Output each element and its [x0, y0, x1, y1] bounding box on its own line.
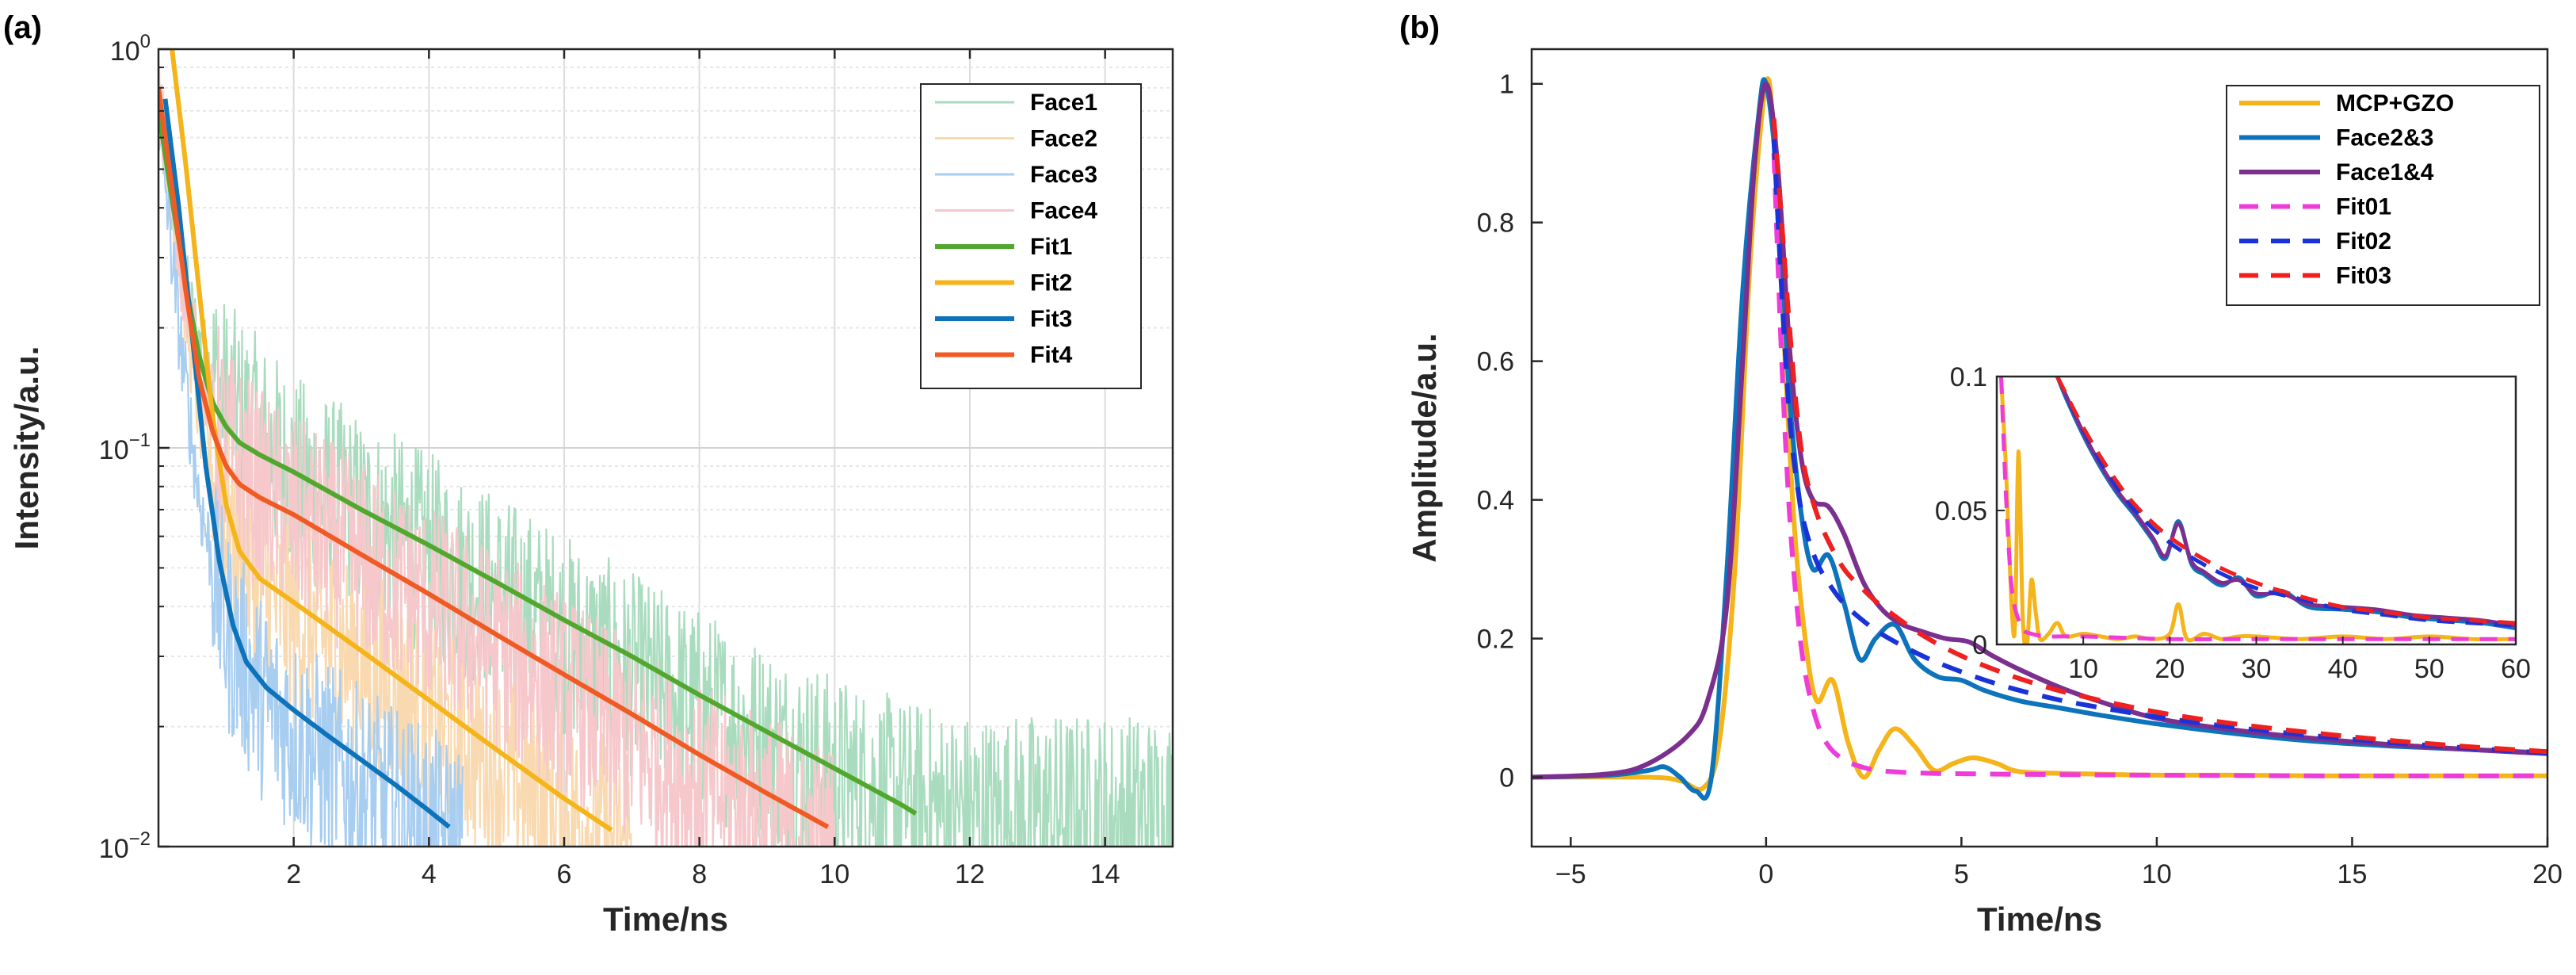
legend-fit01-label: Fit01	[2336, 194, 2391, 220]
y-tick-label: 10−1	[99, 430, 151, 465]
x-tick-label: 15	[2337, 859, 2368, 889]
legend-face4-label: Face4	[1030, 198, 1097, 224]
legend-face2-and-3-label: Face2&3	[2336, 125, 2433, 151]
inset-series-fit01-line	[1999, 377, 2516, 641]
legend-face1-label: Face1	[1030, 90, 1097, 116]
series-fit2-line	[170, 49, 613, 832]
panel-a-label: (a)	[3, 10, 42, 45]
panel-b-series	[1532, 76, 2547, 801]
legend-face2-label: Face2	[1030, 126, 1097, 152]
y-tick-label: 10−2	[99, 828, 151, 864]
panel-b-y-axis-label: Amplitude/a.u.	[1406, 333, 1443, 562]
panel-b-inset: 10 20 30 40 50 60 0 0.05 0.1	[1935, 362, 2531, 684]
panel-b-x-axis-label: Time/ns	[1977, 900, 2102, 938]
x-tick-label: 12	[955, 859, 985, 889]
x-tick-label: 4	[422, 859, 437, 889]
y-tick-label: 0.2	[1477, 625, 1514, 655]
panel-a-ticks: 2 4 6 8 10 12 14 10−2 10−1 100	[99, 31, 1120, 889]
legend-mcp-plus-gzo-label: MCP+GZO	[2336, 90, 2454, 117]
inset-y-tick-label: 0	[1972, 630, 1987, 660]
panel-a-series	[158, 49, 1173, 847]
inset-series-fit03-line	[2055, 377, 2516, 625]
x-tick-label: 8	[692, 859, 707, 889]
legend-a-box	[920, 83, 1142, 389]
inset-series-fit02-line	[2055, 377, 2516, 628]
legend-fit4-label: Fit4	[1030, 342, 1073, 369]
inset-y-tick-label: 0.1	[1950, 362, 1987, 392]
inset-x-tick-label: 50	[2414, 654, 2444, 684]
series-fit03-line	[1771, 118, 2547, 755]
series-fit01-line	[1771, 153, 2547, 778]
legend-fit02-label: Fit02	[2336, 228, 2391, 254]
legend-fit03-label: Fit03	[2336, 263, 2391, 289]
legend-b-box	[2226, 85, 2540, 306]
y-tick-label: 100	[110, 31, 151, 67]
inset-background	[1997, 377, 2516, 644]
panel-b: (b) −5 0 5 10 15 20 0 0.2 0.4 0.6 0.8 1 MCP+GZO Face…	[1399, 10, 2563, 938]
panel-b-ticks: −5 0 5 10 15 20 0 0.2 0.4 0.6 0.8 1	[1477, 70, 2563, 889]
inset-x-tick-label: 10	[2068, 654, 2098, 684]
inset-x-tick-label: 20	[2154, 654, 2185, 684]
legend-fit1-label: Fit1	[1030, 234, 1072, 260]
x-tick-label: 20	[2532, 859, 2563, 889]
series-fit02-line	[1771, 139, 2547, 755]
x-tick-label: 6	[557, 859, 572, 889]
inset-y-tick-label: 0.05	[1935, 496, 1987, 526]
inset-x-tick-label: 30	[2242, 654, 2272, 684]
series-face3-line	[158, 107, 464, 847]
inset-x-tick-label: 40	[2328, 654, 2358, 684]
legend-fit2-label: Fit2	[1030, 270, 1072, 296]
x-tick-label: 5	[1954, 859, 1969, 889]
x-tick-label: 0	[1758, 859, 1773, 889]
series-fit3-line	[162, 98, 451, 829]
panel-a-y-axis-label: Intensity/a.u.	[8, 346, 45, 550]
series-fit1-line	[158, 110, 918, 816]
x-tick-label: −5	[1555, 859, 1586, 889]
inset-x-tick-label: 60	[2501, 654, 2531, 684]
series-face4-line	[158, 66, 835, 847]
y-tick-label: 0	[1499, 763, 1514, 793]
series-face1-line	[158, 85, 1173, 847]
x-tick-label: 2	[286, 859, 301, 889]
y-tick-label: 0.6	[1477, 347, 1514, 377]
series-fit4-line	[158, 87, 830, 829]
inset-series	[1999, 377, 2516, 644]
series-face2-and-3-line	[1532, 77, 2547, 801]
panel-a-legend: Face1 Face2 Face3 Face4 Fit1 Fit2 Fit3 Fit4	[920, 83, 1142, 389]
y-tick-label: 0.4	[1477, 486, 1514, 516]
x-tick-label: 10	[819, 859, 849, 889]
panel-a-x-axis-label: Time/ns	[603, 900, 728, 938]
panel-b-label: (b)	[1399, 10, 1440, 45]
y-tick-label: 0.8	[1477, 208, 1514, 239]
panel-b-legend: MCP+GZO Face2&3 Face1&4 Fit01 Fit02 Fit03	[2226, 85, 2540, 306]
x-tick-label: 14	[1090, 859, 1120, 889]
panel-b-axes-box	[1530, 48, 2549, 848]
legend-face1-and-4-label: Face1&4	[2336, 159, 2434, 185]
legend-fit3-label: Fit3	[1030, 306, 1072, 332]
legend-face3-label: Face3	[1030, 162, 1097, 188]
x-tick-label: 10	[2142, 859, 2172, 889]
y-tick-label: 1	[1499, 70, 1514, 100]
